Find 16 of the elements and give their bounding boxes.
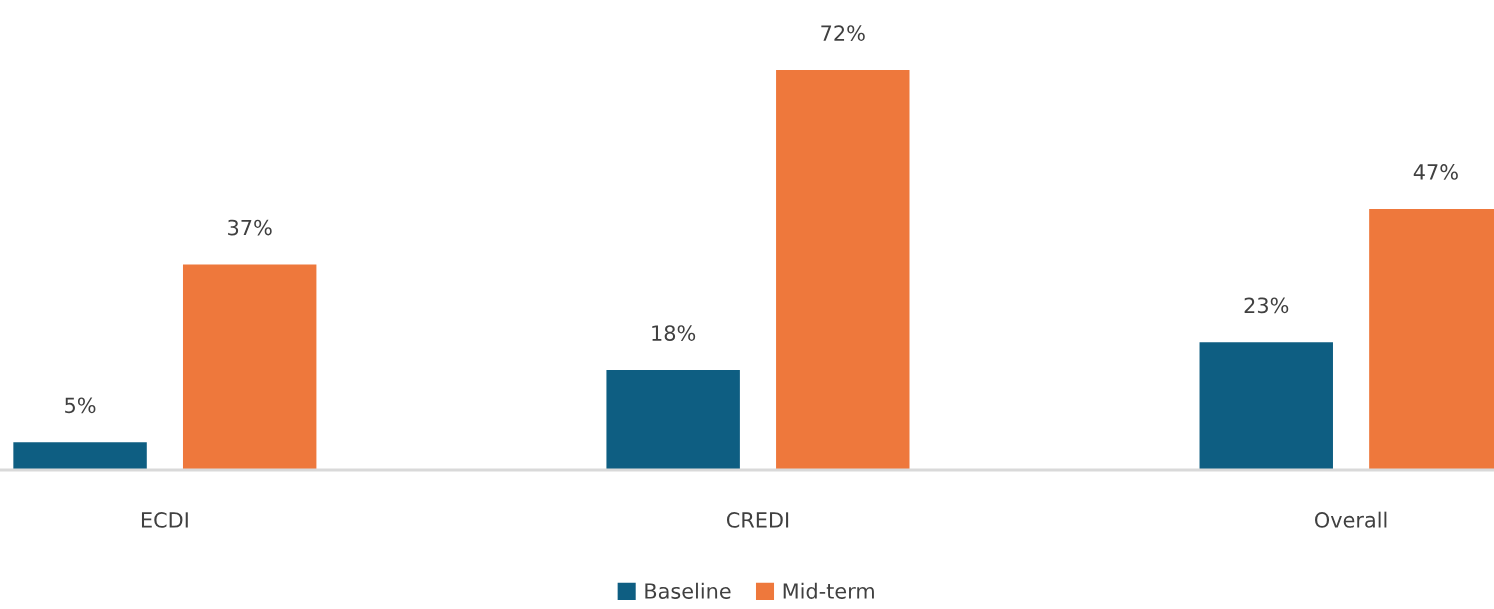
legend-label: Baseline	[645, 582, 731, 599]
data-label: 72%	[821, 25, 865, 41]
x-tick-label: Overall	[1315, 511, 1387, 528]
bar	[606, 370, 740, 470]
bar	[13, 442, 147, 470]
data-label: 23%	[1244, 297, 1289, 314]
x-tick-label: CREDI	[726, 512, 789, 528]
legend-label: Mid-term	[783, 582, 874, 599]
data-label: 18%	[652, 325, 696, 341]
bar	[776, 70, 910, 470]
bar	[1199, 342, 1333, 470]
data-label: 37%	[228, 219, 272, 236]
x-tick-label: ECDI	[141, 512, 188, 528]
data-label: 47%	[1413, 164, 1458, 180]
data-label: 5%	[65, 397, 96, 414]
bar	[182, 264, 317, 470]
